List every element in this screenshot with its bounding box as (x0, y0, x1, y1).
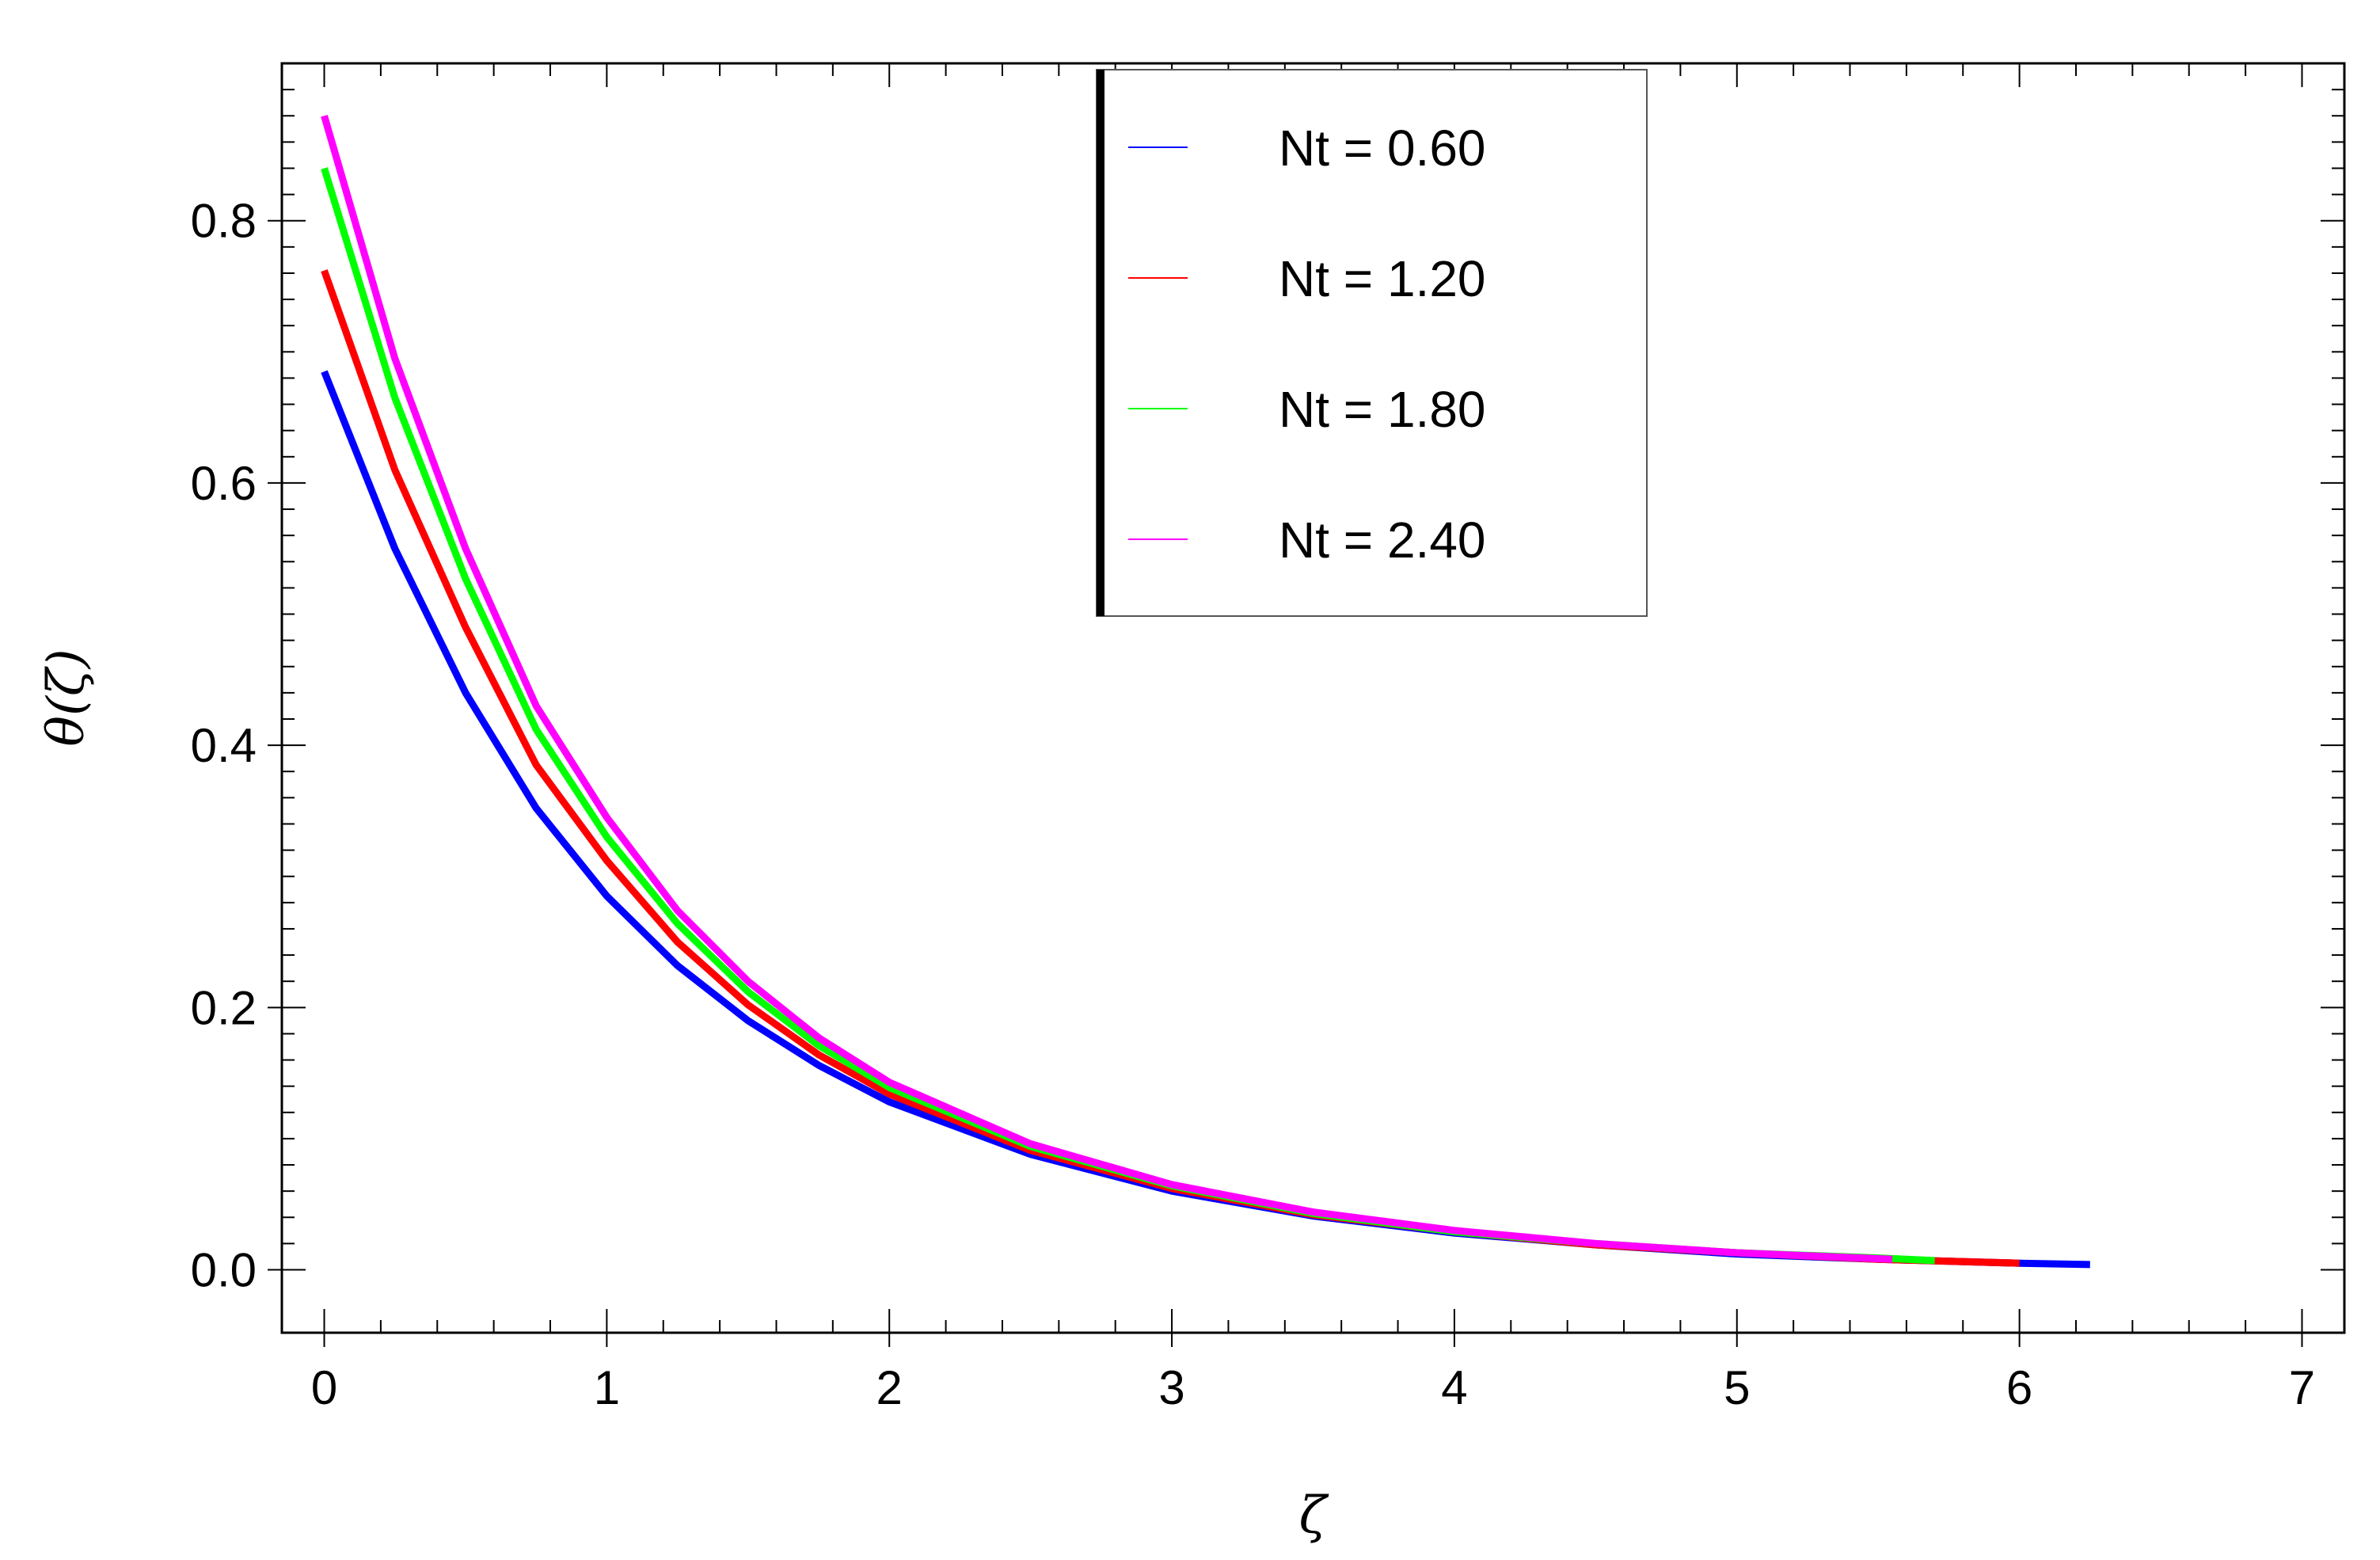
legend-label-3: Nt = 1.80 (1279, 381, 1486, 438)
x-tick-label: 1 (594, 1361, 620, 1414)
x-tick-label: 5 (1724, 1361, 1750, 1414)
y-tick-label: 0.8 (191, 195, 257, 248)
x-tick-label: 6 (2006, 1361, 2032, 1414)
y-tick-label: 0.4 (191, 719, 257, 772)
series-lines (321, 114, 2090, 1269)
x-tick-label: 4 (1441, 1361, 1467, 1414)
y-tick-label: 0.2 (191, 981, 257, 1034)
x-tick-label: 2 (876, 1361, 903, 1414)
x-axis-title: ζ (1299, 1486, 1329, 1545)
axis-ticks (268, 63, 2344, 1347)
series-line-4 (321, 114, 1893, 1263)
y-tick-label: 0.6 (191, 457, 257, 510)
x-tick-label: 7 (2289, 1361, 2315, 1414)
y-axis-title: θ(ζ) (37, 649, 96, 746)
x-tick-label: 0 (311, 1361, 337, 1414)
legend-label-1: Nt = 0.60 (1279, 120, 1486, 177)
y-tick-label: 0.0 (191, 1244, 257, 1297)
plot-frame (280, 62, 2346, 1334)
legend-label-4: Nt = 2.40 (1279, 512, 1486, 569)
x-tick-label: 3 (1158, 1361, 1184, 1414)
legend: Nt = 0.60 Nt = 1.20 Nt = 1.80 Nt = 2.40 (1096, 69, 1648, 617)
legend-label-2: Nt = 1.20 (1279, 250, 1486, 307)
axis-tick-labels: 0 1 2 3 4 5 6 7 0.0 0.2 0.4 0.6 0.8 (191, 195, 2316, 1414)
